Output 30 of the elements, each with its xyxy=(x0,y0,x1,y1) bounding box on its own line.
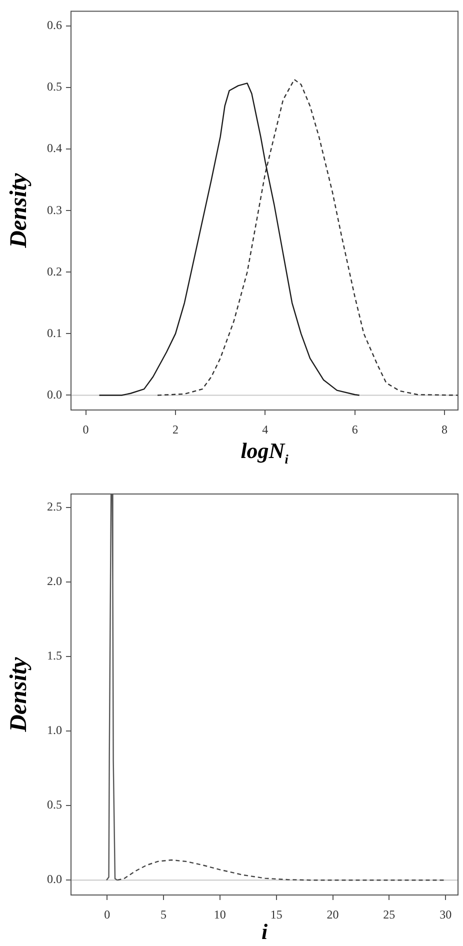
y-tick-label: 1.0 xyxy=(47,723,62,738)
y-tick-label: 0.5 xyxy=(47,798,62,812)
x-tick-label: 10 xyxy=(214,907,226,922)
y-tick-label: 0.4 xyxy=(47,141,62,156)
x-tick-label: 8 xyxy=(442,422,448,436)
y-axis-title: Density xyxy=(6,656,32,733)
line-series xyxy=(156,78,458,396)
x-tick-label: 30 xyxy=(440,907,452,922)
y-tick-label: 2.5 xyxy=(47,500,62,514)
x-tick-label: 0 xyxy=(104,907,110,922)
x-tick-label: 4 xyxy=(262,422,268,436)
y-tick-label: 0.2 xyxy=(47,264,62,278)
y-tick-label: 0.0 xyxy=(47,387,62,402)
x-tick-label: 2 xyxy=(172,422,178,436)
y-tick-label: 0.1 xyxy=(47,326,62,340)
y-tick-label: 1.5 xyxy=(47,648,62,663)
x-tick-label: 5 xyxy=(160,907,167,922)
x-axis-title: i xyxy=(261,919,268,944)
x-tick-label: 0 xyxy=(82,422,89,436)
x-tick-label: 25 xyxy=(383,907,396,922)
y-tick-label: 0.6 xyxy=(47,18,62,32)
line-series xyxy=(116,859,446,881)
x-tick-label: 20 xyxy=(326,907,339,922)
y-tick-label: 2.0 xyxy=(47,574,62,588)
y-tick-label: 0.5 xyxy=(47,80,62,94)
y-tick-label: 0.3 xyxy=(47,202,62,217)
y-axis-title: Density xyxy=(6,172,32,249)
y-tick-label: 0.0 xyxy=(47,872,62,886)
x-tick-label: 15 xyxy=(270,907,282,922)
x-tick-label: 6 xyxy=(352,422,358,436)
